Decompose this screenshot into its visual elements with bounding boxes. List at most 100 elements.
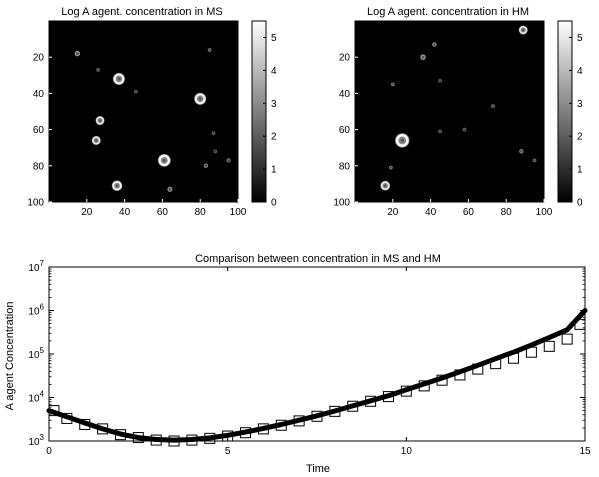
heatmap-spot xyxy=(420,54,426,61)
heatmap-hm-colorbar-ticks: 0 1 2 3 4 5 xyxy=(569,33,583,209)
heatmap-hm-xticks: 20 40 60 80 100 xyxy=(387,199,553,218)
x-tick-label: 15 xyxy=(579,446,591,457)
y-tick-label: 105 xyxy=(28,346,44,361)
square-marker xyxy=(561,333,573,345)
y-tick-label: 80 xyxy=(339,161,351,172)
heatmap-spot xyxy=(203,163,209,169)
heatmap-ms-spots xyxy=(74,48,231,192)
y-tick-label: 60 xyxy=(33,125,45,136)
heatmap-hm-frame xyxy=(354,20,545,203)
heatmap-ms-background xyxy=(49,21,238,202)
heatmap-spot xyxy=(380,180,391,191)
y-tick-label: 106 xyxy=(28,303,44,318)
heatmap-ms-colorbar-ticks: 0 1 2 3 4 5 xyxy=(263,33,277,209)
comparison-chart-line xyxy=(46,308,588,443)
colorbar-tick-label: 1 xyxy=(271,165,277,176)
y-tick-label: 60 xyxy=(339,125,351,136)
y-tick-label: 100 xyxy=(333,198,350,209)
x-tick-label: 100 xyxy=(230,207,247,218)
colorbar-tick-label: 2 xyxy=(271,132,277,143)
colorbar-tick-label: 4 xyxy=(271,66,277,77)
heatmap-spot xyxy=(211,131,216,136)
x-tick-label: 5 xyxy=(225,446,231,457)
comparison-chart-ylabel: A agent Concentration xyxy=(4,302,16,411)
heatmap-hm-spots xyxy=(380,25,537,191)
heatmap-spot xyxy=(432,42,437,47)
comparison-chart-xlabel: Time xyxy=(306,463,330,475)
y-tick-label: 20 xyxy=(339,53,351,64)
comparison-chart-title: Comparison between concentration in MS a… xyxy=(195,253,441,265)
y-tick-label: 40 xyxy=(339,89,351,100)
colorbar-tick-label: 0 xyxy=(271,198,277,209)
heatmap-spot xyxy=(95,116,105,126)
x-tick-label: 100 xyxy=(536,207,553,218)
y-tick-label: 20 xyxy=(33,53,45,64)
colorbar-tick-label: 3 xyxy=(577,99,583,110)
x-tick-label: 60 xyxy=(463,207,475,218)
heatmap-ms-frame xyxy=(48,20,239,203)
heatmap-spot xyxy=(194,92,207,105)
heatmap-spot xyxy=(519,149,524,154)
y-tick-label: 40 xyxy=(33,89,45,100)
heatmap-spot xyxy=(207,48,212,52)
colorbar-tick-label: 5 xyxy=(577,33,583,44)
colorbar-tick-label: 1 xyxy=(577,165,583,176)
heatmap-hm-background xyxy=(355,21,544,202)
y-tick-label: 104 xyxy=(28,390,44,405)
heatmap-ms-title: Log A agent. concentration in MS xyxy=(61,6,222,18)
heatmap-ms-yticks: 20 40 60 80 100 xyxy=(27,53,52,209)
heatmap-spot xyxy=(518,25,528,35)
heatmap-spot xyxy=(389,165,393,170)
y-tick-label: 107 xyxy=(28,259,44,274)
heatmap-spot xyxy=(96,67,101,72)
heatmap-spot xyxy=(91,135,101,145)
colorbar-tick-label: 4 xyxy=(577,66,583,77)
heatmap-hm-colorbar-gradient xyxy=(557,20,573,203)
x-tick-label: 40 xyxy=(425,207,437,218)
heatmap-spot xyxy=(74,50,81,57)
heatmap-spot xyxy=(438,78,442,83)
heatmap-ms-xticks: 20 40 60 80 100 xyxy=(81,199,247,218)
y-tick-label: 100 xyxy=(27,198,44,209)
x-tick-label: 0 xyxy=(46,446,52,457)
colorbar-tick-label: 5 xyxy=(271,33,277,44)
heatmap-spot xyxy=(532,158,537,163)
heatmap-spot xyxy=(438,129,442,134)
y-tick-label: 80 xyxy=(33,161,45,172)
comparison-chart: Comparison between concentration in MS a… xyxy=(4,253,591,475)
x-tick-label: 20 xyxy=(387,207,399,218)
x-tick-label: 80 xyxy=(195,207,207,218)
x-tick-label: 80 xyxy=(501,207,513,218)
x-tick-label: 60 xyxy=(157,207,169,218)
heatmap-spot xyxy=(395,133,410,148)
x-tick-label: 10 xyxy=(401,446,413,457)
x-tick-label: 20 xyxy=(81,207,93,218)
square-marker xyxy=(543,340,555,352)
comparison-chart-yticks: 103 104 105 106 107 xyxy=(28,259,585,448)
colorbar-tick-label: 3 xyxy=(271,99,277,110)
heatmap-spot xyxy=(111,180,123,192)
heatmap-hm-yticks: 20 40 60 80 100 xyxy=(333,53,358,209)
colorbar-tick-label: 2 xyxy=(577,132,583,143)
heatmap-ms: Log A agent. concentration in MS 20 40 60 8… xyxy=(27,6,277,218)
y-tick-label: 103 xyxy=(28,433,44,448)
heatmap-ms-colorbar-gradient xyxy=(251,20,267,203)
comparison-chart-markers xyxy=(48,318,586,447)
comparison-chart-xticks: 0 5 10 15 xyxy=(46,267,591,457)
heatmap-spot xyxy=(157,153,171,167)
colorbar-tick-label: 0 xyxy=(577,198,583,209)
heatmap-spot xyxy=(462,127,467,132)
heatmap-hm-plot xyxy=(354,20,545,203)
heatmap-spot xyxy=(491,104,495,108)
heatmap-spot xyxy=(226,158,231,163)
heatmap-hm-colorbar: 0 1 2 3 4 5 xyxy=(557,20,583,209)
heatmap-spot xyxy=(390,82,395,87)
heatmap-hm-title: Log A agent. concentration in HM xyxy=(367,6,529,18)
heatmap-spot xyxy=(167,186,173,192)
heatmap-spot xyxy=(112,72,125,85)
heatmap-hm: Log A agent. concentration in HM 20 40 60 8… xyxy=(333,6,583,218)
heatmap-ms-plot xyxy=(48,20,239,203)
x-tick-label: 40 xyxy=(119,207,131,218)
heatmap-spot xyxy=(134,89,138,94)
